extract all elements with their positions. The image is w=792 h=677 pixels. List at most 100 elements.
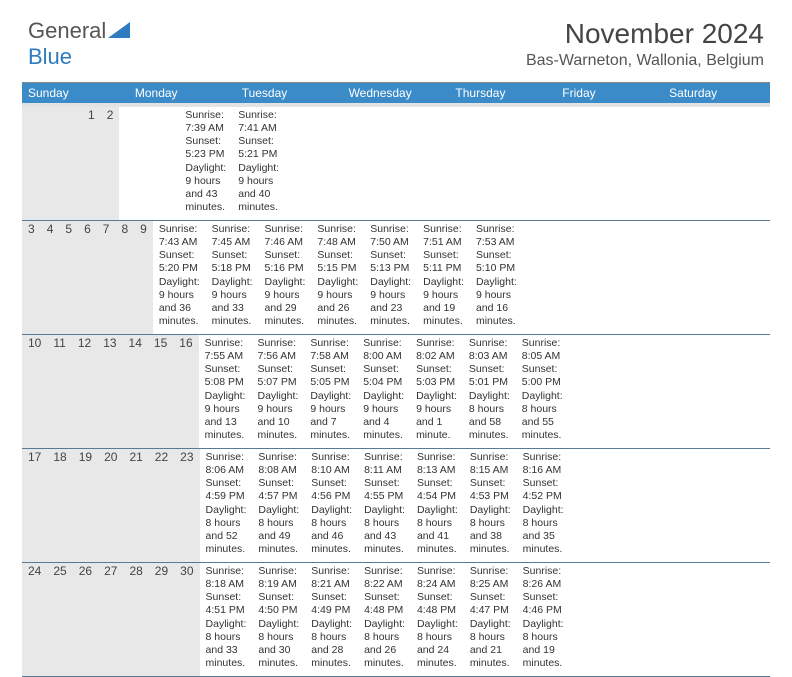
sunset-text: Sunset: 5:13 PM — [370, 249, 411, 275]
daylight-text: Daylight: 9 hours and 1 minute. — [416, 390, 457, 443]
dow-header-row: Sunday Monday Tuesday Wednesday Thursday… — [22, 83, 770, 103]
sunrise-text: Sunrise: 8:18 AM — [206, 565, 247, 591]
day-number: 25 — [47, 563, 72, 676]
details-row: Sunrise: 8:18 AMSunset: 4:51 PMDaylight:… — [200, 563, 570, 676]
day-details: Sunrise: 8:10 AMSunset: 4:56 PMDaylight:… — [305, 449, 358, 562]
sunset-text: Sunset: 5:20 PM — [159, 249, 200, 275]
daynum-row: 10111213141516 — [22, 335, 199, 448]
day-number: 11 — [47, 335, 71, 448]
day-number: 7 — [97, 221, 116, 334]
day-number: 14 — [123, 335, 148, 448]
daylight-text: Daylight: 8 hours and 46 minutes. — [311, 504, 352, 557]
sunset-text: Sunset: 5:01 PM — [469, 363, 510, 389]
daynum-row: 24252627282930 — [22, 563, 200, 676]
dow-header: Friday — [556, 83, 663, 103]
day-details: Sunrise: 8:05 AMSunset: 5:00 PMDaylight:… — [516, 335, 569, 448]
day-number: 16 — [173, 335, 198, 448]
logo-text: General Blue — [28, 18, 130, 70]
day-number: 20 — [98, 449, 123, 562]
day-number: 12 — [72, 335, 97, 448]
day-details: Sunrise: 8:25 AMSunset: 4:47 PMDaylight:… — [464, 563, 517, 676]
sunrise-text: Sunrise: 7:53 AM — [476, 223, 517, 249]
details-row: Sunrise: 7:55 AMSunset: 5:08 PMDaylight:… — [199, 335, 569, 448]
day-details: Sunrise: 8:13 AMSunset: 4:54 PMDaylight:… — [411, 449, 464, 562]
day-number: 21 — [123, 449, 148, 562]
daylight-text: Daylight: 8 hours and 35 minutes. — [523, 504, 564, 557]
day-number: 26 — [73, 563, 98, 676]
day-details: Sunrise: 8:26 AMSunset: 4:46 PMDaylight:… — [517, 563, 570, 676]
day-details: Sunrise: 8:21 AMSunset: 4:49 PMDaylight:… — [305, 563, 358, 676]
sunset-text: Sunset: 5:23 PM — [185, 135, 226, 161]
day-details: Sunrise: 7:55 AMSunset: 5:08 PMDaylight:… — [199, 335, 252, 448]
daylight-text: Daylight: 8 hours and 26 minutes. — [364, 618, 405, 671]
day-number: 2 — [101, 107, 120, 220]
sunset-text: Sunset: 5:07 PM — [257, 363, 298, 389]
weeks-container: 12 Sunrise: 7:39 AMSunset: 5:23 PMDayligh… — [22, 107, 770, 677]
day-number: 19 — [73, 449, 98, 562]
day-details: Sunrise: 7:51 AMSunset: 5:11 PMDaylight:… — [417, 221, 470, 334]
sunset-text: Sunset: 4:50 PM — [258, 591, 299, 617]
day-details: Sunrise: 7:43 AMSunset: 5:20 PMDaylight:… — [153, 221, 206, 334]
day-details — [119, 107, 131, 220]
day-number: 13 — [97, 335, 122, 448]
sunrise-text: Sunrise: 8:21 AM — [311, 565, 352, 591]
day-details — [155, 107, 167, 220]
day-number: 5 — [59, 221, 78, 334]
day-details: Sunrise: 8:06 AMSunset: 4:59 PMDaylight:… — [200, 449, 253, 562]
day-number — [70, 107, 82, 220]
sunset-text: Sunset: 4:52 PM — [523, 477, 564, 503]
day-number: 23 — [174, 449, 199, 562]
sunset-text: Sunset: 5:18 PM — [212, 249, 253, 275]
daylight-text: Daylight: 9 hours and 40 minutes. — [238, 162, 279, 215]
week-row: 10111213141516Sunrise: 7:55 AMSunset: 5:… — [22, 335, 770, 449]
daylight-text: Daylight: 8 hours and 30 minutes. — [258, 618, 299, 671]
daylight-text: Daylight: 8 hours and 52 minutes. — [206, 504, 247, 557]
sunrise-text: Sunrise: 8:22 AM — [364, 565, 405, 591]
week-row: 12Sunrise: 7:39 AMSunset: 5:23 PMDayligh… — [22, 107, 770, 221]
day-details: Sunrise: 8:15 AMSunset: 4:53 PMDaylight:… — [464, 449, 517, 562]
day-details: Sunrise: 8:19 AMSunset: 4:50 PMDaylight:… — [252, 563, 305, 676]
dow-header: Thursday — [449, 83, 556, 103]
sunrise-text: Sunrise: 7:43 AM — [159, 223, 200, 249]
sunset-text: Sunset: 5:00 PM — [522, 363, 563, 389]
dow-header: Wednesday — [343, 83, 450, 103]
day-number: 29 — [149, 563, 174, 676]
sunrise-text: Sunrise: 8:19 AM — [258, 565, 299, 591]
day-number: 22 — [149, 449, 174, 562]
details-row: Sunrise: 7:43 AMSunset: 5:20 PMDaylight:… — [153, 221, 523, 334]
daylight-text: Daylight: 9 hours and 36 minutes. — [159, 276, 200, 329]
logo-triangle-icon — [108, 22, 130, 38]
title-block: November 2024 Bas-Warneton, Wallonia, Be… — [526, 18, 764, 70]
daylight-text: Daylight: 8 hours and 28 minutes. — [311, 618, 352, 671]
sunset-text: Sunset: 4:49 PM — [311, 591, 352, 617]
day-number — [34, 107, 46, 220]
sunrise-text: Sunrise: 7:56 AM — [257, 337, 298, 363]
sunrise-text: Sunrise: 8:02 AM — [416, 337, 457, 363]
day-number: 27 — [98, 563, 123, 676]
day-number: 28 — [123, 563, 148, 676]
logo-text-blue: Blue — [28, 44, 72, 69]
daylight-text: Daylight: 8 hours and 33 minutes. — [206, 618, 247, 671]
daylight-text: Daylight: 8 hours and 43 minutes. — [364, 504, 405, 557]
sunset-text: Sunset: 5:04 PM — [363, 363, 404, 389]
daylight-text: Daylight: 9 hours and 19 minutes. — [423, 276, 464, 329]
day-details: Sunrise: 8:18 AMSunset: 4:51 PMDaylight:… — [200, 563, 253, 676]
day-details: Sunrise: 8:11 AMSunset: 4:55 PMDaylight:… — [358, 449, 411, 562]
sunrise-text: Sunrise: 8:11 AM — [364, 451, 405, 477]
day-details: Sunrise: 8:24 AMSunset: 4:48 PMDaylight:… — [411, 563, 464, 676]
day-details: Sunrise: 7:58 AMSunset: 5:05 PMDaylight:… — [304, 335, 357, 448]
sunrise-text: Sunrise: 8:08 AM — [258, 451, 299, 477]
sunrise-text: Sunrise: 7:50 AM — [370, 223, 411, 249]
details-row: Sunrise: 7:39 AMSunset: 5:23 PMDaylight:… — [119, 107, 285, 220]
day-details: Sunrise: 8:02 AMSunset: 5:03 PMDaylight:… — [410, 335, 463, 448]
day-details: Sunrise: 8:08 AMSunset: 4:57 PMDaylight:… — [252, 449, 305, 562]
sunrise-text: Sunrise: 8:26 AM — [523, 565, 564, 591]
day-details: Sunrise: 7:50 AMSunset: 5:13 PMDaylight:… — [364, 221, 417, 334]
daylight-text: Daylight: 8 hours and 24 minutes. — [417, 618, 458, 671]
sunset-text: Sunset: 4:55 PM — [364, 477, 405, 503]
day-details: Sunrise: 8:22 AMSunset: 4:48 PMDaylight:… — [358, 563, 411, 676]
sunrise-text: Sunrise: 8:06 AM — [206, 451, 247, 477]
sunrise-text: Sunrise: 8:24 AM — [417, 565, 458, 591]
day-details: Sunrise: 7:48 AMSunset: 5:15 PMDaylight:… — [311, 221, 364, 334]
daylight-text: Daylight: 9 hours and 13 minutes. — [205, 390, 246, 443]
